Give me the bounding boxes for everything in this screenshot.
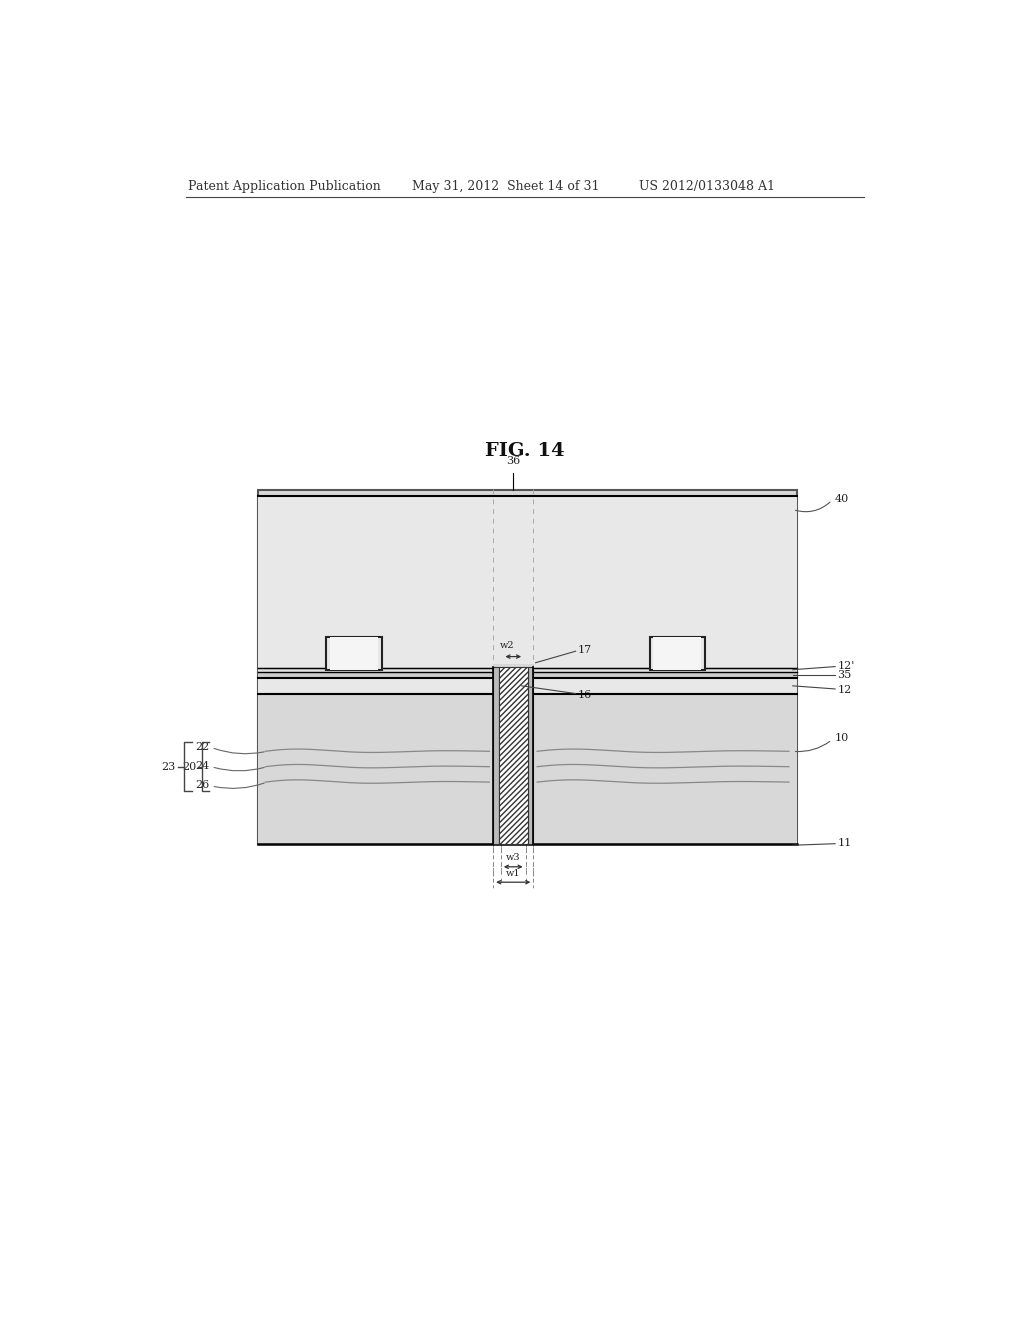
Bar bbox=[258, 496, 797, 668]
Bar bbox=[258, 490, 797, 843]
Text: May 31, 2012  Sheet 14 of 31: May 31, 2012 Sheet 14 of 31 bbox=[412, 181, 599, 194]
Text: 35: 35 bbox=[838, 671, 852, 680]
Bar bbox=[330, 638, 378, 669]
Text: 12: 12 bbox=[838, 685, 852, 694]
Text: 23: 23 bbox=[161, 762, 175, 772]
Text: 36: 36 bbox=[506, 457, 520, 466]
Bar bbox=[258, 693, 797, 843]
Bar bbox=[528, 667, 534, 843]
Text: 40: 40 bbox=[836, 494, 849, 504]
Text: 22: 22 bbox=[196, 742, 210, 751]
Bar bbox=[326, 638, 382, 669]
Text: 16: 16 bbox=[578, 690, 592, 700]
Bar bbox=[653, 638, 701, 669]
Text: Patent Application Publication: Patent Application Publication bbox=[188, 181, 381, 194]
Text: 20: 20 bbox=[182, 762, 196, 772]
Bar bbox=[258, 668, 797, 672]
Text: 17: 17 bbox=[578, 644, 592, 655]
Text: FIG. 14: FIG. 14 bbox=[485, 442, 564, 459]
Text: US 2012/0133048 A1: US 2012/0133048 A1 bbox=[639, 181, 775, 194]
Bar bbox=[494, 667, 499, 843]
Text: 24: 24 bbox=[196, 760, 210, 771]
Bar bbox=[494, 664, 534, 693]
Text: w1: w1 bbox=[506, 869, 520, 878]
Text: 11: 11 bbox=[838, 838, 852, 847]
Text: 10: 10 bbox=[836, 733, 849, 743]
Bar bbox=[258, 678, 797, 693]
Text: 26: 26 bbox=[196, 780, 210, 791]
Text: 12': 12' bbox=[838, 661, 855, 671]
Bar bbox=[258, 672, 797, 678]
Bar bbox=[649, 638, 705, 669]
Text: w3: w3 bbox=[506, 853, 520, 862]
Text: w2: w2 bbox=[500, 642, 514, 651]
Bar bbox=[499, 667, 528, 843]
